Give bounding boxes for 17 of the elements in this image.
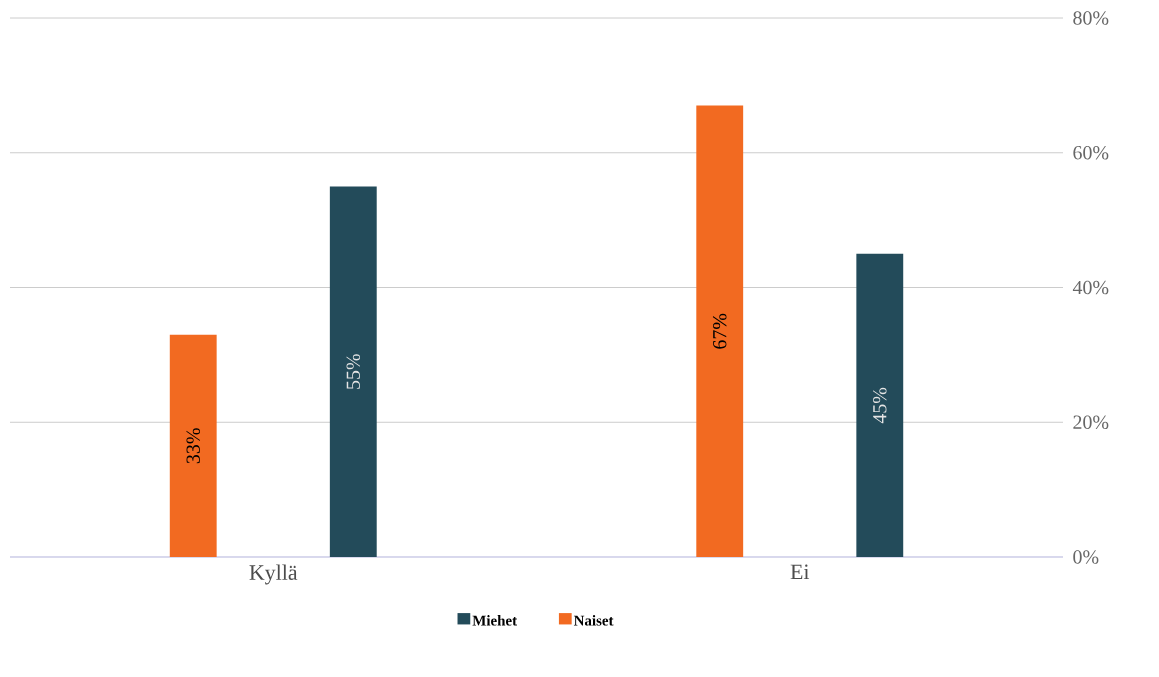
legend-label: Naiset — [573, 615, 614, 626]
data-label: 45% — [873, 387, 887, 424]
bar — [696, 105, 744, 557]
x-tick-label: Ei — [790, 564, 810, 580]
bar — [856, 253, 904, 557]
y-tick-label: 20% — [1073, 415, 1109, 430]
y-tick-label: 60% — [1073, 145, 1109, 160]
y-tick-label: 40% — [1072, 280, 1109, 295]
legend-label: Miehet — [472, 615, 518, 626]
bar — [169, 334, 217, 557]
x-tick-label: Kyllä — [249, 564, 298, 585]
data-label: 33% — [186, 428, 200, 464]
data-label: 55% — [346, 354, 361, 389]
bar — [329, 186, 377, 557]
y-tick-label: 80% — [1073, 11, 1109, 25]
data-label: 67% — [712, 313, 727, 349]
y-tick-label: 0% — [1073, 550, 1099, 564]
